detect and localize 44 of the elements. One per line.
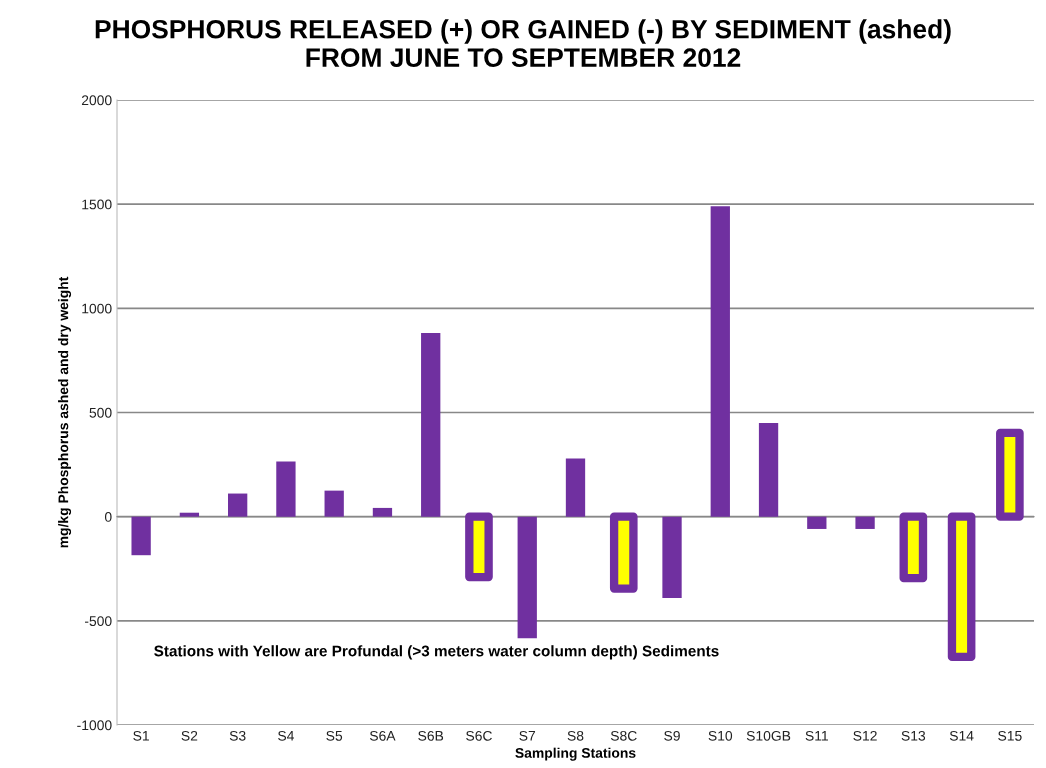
- annotation: Stations with Yellow are Profundal (>3 meters water column depth) Sediments: [154, 645, 719, 660]
- bar: [662, 516, 682, 598]
- y-tick-label: -1000: [77, 720, 112, 731]
- x-tick-label: S2: [181, 730, 198, 741]
- x-tick-label: S10GB: [746, 730, 791, 741]
- x-tick-label: S14: [949, 730, 974, 741]
- x-tick-label: S4: [278, 730, 295, 741]
- y-tick-label: -500: [84, 616, 112, 626]
- bar: [807, 516, 827, 529]
- chart-title: PHOSPHORUS RELEASED (+) OR GAINED (-) BY SEDIMENT (ashed) FROM JUNE TO SEPTEMBER 2012: [95, 19, 951, 68]
- x-tick-label: S13: [901, 730, 926, 741]
- x-tick-label: S6C: [466, 730, 492, 741]
- y-tick-label: 2000: [81, 95, 112, 106]
- x-tick-label: S8: [567, 730, 584, 741]
- bar: [228, 493, 248, 517]
- y-tick-label: 500: [89, 407, 112, 418]
- x-tick-label: S11: [805, 730, 828, 741]
- x-tick-label: S15: [998, 730, 1022, 741]
- bar: [565, 458, 586, 517]
- y-axis-title: mg/kg Phosphorus ashed and dry weight: [58, 276, 72, 548]
- bar: [421, 332, 441, 517]
- y-tick-label: 1500: [82, 199, 112, 210]
- bar: [131, 516, 151, 556]
- bar: [710, 206, 730, 517]
- x-tick-label: S8C: [610, 730, 637, 741]
- bar: [324, 490, 344, 517]
- x-tick-label: S6A: [369, 730, 396, 741]
- bar: [758, 422, 779, 517]
- x-tick-label: S6B: [418, 730, 444, 741]
- y-tick-label: 1000: [82, 303, 112, 314]
- y-tick-label: 0: [104, 512, 112, 522]
- x-axis-title: Sampling Stations: [515, 747, 636, 761]
- x-tick-label: S3: [229, 730, 246, 741]
- bar: [276, 461, 296, 517]
- x-tick-label: S9: [664, 730, 680, 741]
- bar: [517, 516, 537, 639]
- x-tick-label: S10: [708, 730, 733, 741]
- x-tick-label: S5: [326, 730, 343, 741]
- x-tick-label: S7: [519, 730, 536, 741]
- bar: [855, 516, 875, 529]
- bar: [372, 507, 393, 517]
- bar: [179, 512, 200, 517]
- x-tick-label: S12: [853, 730, 877, 741]
- x-tick-label: S1: [133, 730, 149, 741]
